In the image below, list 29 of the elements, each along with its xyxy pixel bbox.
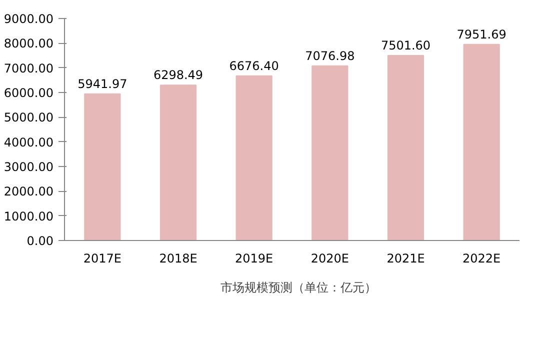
data-label: 7501.60 [380, 38, 431, 52]
y-tick-label: 0.00 [26, 234, 54, 248]
x-tick-label: 2017E [83, 252, 122, 266]
bar [312, 65, 348, 240]
bar [387, 54, 424, 240]
bar [84, 93, 121, 240]
x-tick-label: 2018E [159, 252, 198, 266]
data-label: 6298.49 [153, 68, 204, 82]
y-tick-label: 1000.00 [4, 209, 54, 224]
x-tick-label: 2020E [310, 252, 349, 266]
data-label: 5941.97 [78, 76, 128, 91]
y-tick-label: 4000.00 [4, 135, 54, 150]
y-tick-label: 8000.00 [4, 36, 54, 51]
text: 市场规模预测（单位：亿元） [220, 280, 376, 296]
y-tick-label: 5000.00 [4, 110, 54, 125]
bar [160, 84, 197, 240]
y-tick-label: 9000.00 [4, 12, 54, 26]
y-tick-label: 7000.00 [4, 61, 54, 76]
data-label: 7076.98 [305, 48, 355, 63]
y-tick-label: 6000.00 [4, 86, 54, 100]
bar [463, 44, 500, 240]
bar [236, 75, 272, 240]
data-label: 6676.40 [229, 58, 279, 73]
x-tick-label: 2022E [462, 252, 501, 266]
y-tick-label: 2000.00 [4, 184, 54, 199]
data-label: 7951.69 [456, 27, 506, 42]
x-tick-label: 2019E [235, 252, 274, 266]
x-tick-label: 2021E [386, 252, 425, 266]
y-tick-label: 3000.00 [4, 160, 54, 174]
